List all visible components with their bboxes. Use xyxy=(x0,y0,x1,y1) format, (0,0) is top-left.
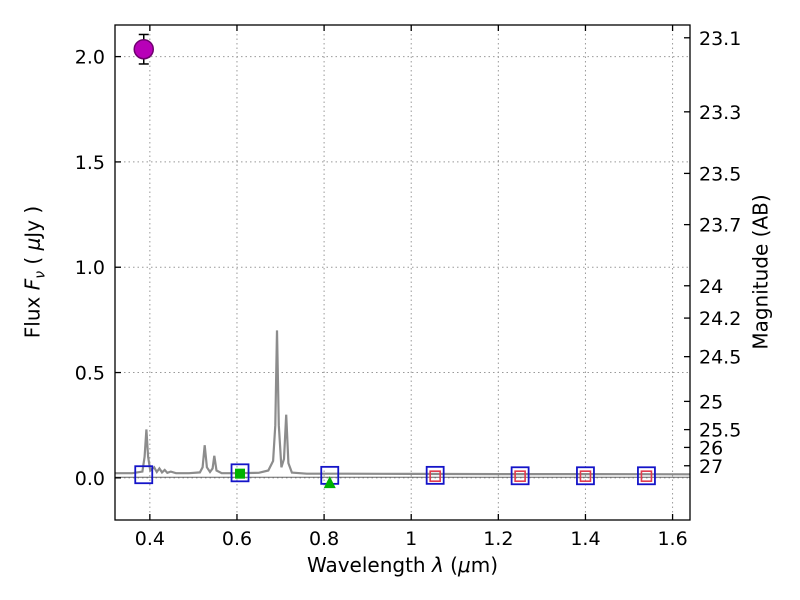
green-filled-triangle xyxy=(323,476,336,489)
y-tick-label: 0.0 xyxy=(75,468,105,490)
plot-frame xyxy=(114,24,691,521)
x-tick-label: 0.4 xyxy=(135,528,165,550)
magnitude-tick-label: 24.5 xyxy=(699,347,741,369)
magnitude-tick-label: 25.5 xyxy=(699,420,741,442)
x-tick-label: 1.2 xyxy=(483,528,513,550)
x-tick-label: 1 xyxy=(405,528,417,550)
flux-unit: Jy ) xyxy=(20,205,45,238)
flux-symbol: F xyxy=(20,278,45,291)
red-open-squares-model xyxy=(429,470,653,482)
y-tick-label: 2.0 xyxy=(75,47,105,69)
open-square-marker xyxy=(134,465,154,485)
y-tick-label: 0.5 xyxy=(75,363,105,385)
open-square-marker xyxy=(510,466,530,486)
x-axis-label-paren: ( xyxy=(443,553,458,577)
lambda-symbol: λ xyxy=(431,553,444,577)
magnitude-tick-label: 23.5 xyxy=(699,163,741,185)
open-square-marker xyxy=(640,470,653,482)
magnitude-tick-label: 24 xyxy=(699,276,723,298)
magnitude-tick-label: 25 xyxy=(699,391,723,413)
magnitude-tick-label: 23.1 xyxy=(699,28,741,50)
magnitude-tick-label: 24.2 xyxy=(699,308,741,330)
open-square-marker xyxy=(429,470,441,482)
x-tick-label: 1.4 xyxy=(570,528,600,550)
y-tick-label: 1.0 xyxy=(75,257,105,279)
flux-unit-paren: ( xyxy=(20,250,45,271)
blue-open-squares-observed xyxy=(134,463,656,486)
magnitude-tick-label: 23.7 xyxy=(699,215,741,237)
mu-symbol-flux: μ xyxy=(20,237,45,251)
magnitude-tick-label: 26 xyxy=(699,437,723,459)
x-axis-label: Wavelength λ (μm) xyxy=(115,553,690,577)
mu-symbol: μ xyxy=(457,553,471,577)
open-square-marker xyxy=(579,470,592,482)
flux-label-text: Flux xyxy=(20,290,45,339)
green-filled-square xyxy=(235,468,246,479)
open-square-marker xyxy=(425,465,445,485)
y-tick-label: 1.5 xyxy=(75,152,105,174)
magenta-detection-point xyxy=(133,33,154,65)
grid-lines xyxy=(115,25,690,520)
filled-square-marker xyxy=(235,468,246,479)
open-square-marker xyxy=(576,466,595,486)
open-square-marker xyxy=(637,466,656,486)
open-square-marker xyxy=(230,463,250,483)
x-axis-label-text: Wavelength xyxy=(306,553,432,577)
y-axis-label-right: Magnitude (AB) xyxy=(748,194,773,350)
template-spectrum xyxy=(115,330,691,476)
axis-ticks: 0.4 0.6 0.8 1 1.2 1.4 1.6 0.0 0.5 1.0 1.5 2.0 23.1 23… xyxy=(75,25,741,550)
circle-marker xyxy=(133,38,154,60)
magnitude-tick-label: 23.3 xyxy=(699,102,741,124)
filled-triangle-marker xyxy=(323,476,336,489)
y-axis-label-left: Flux Fν ( μJy ) xyxy=(21,25,51,520)
open-square-marker xyxy=(514,470,526,482)
nu-subscript: ν xyxy=(32,270,49,279)
magnitude-tick-label: 27 xyxy=(699,456,723,478)
x-tick-label: 1.6 xyxy=(657,528,687,550)
x-tick-label: 0.6 xyxy=(222,528,252,550)
x-axis-label-unit: m) xyxy=(470,553,499,577)
x-tick-label: 0.8 xyxy=(309,528,339,550)
